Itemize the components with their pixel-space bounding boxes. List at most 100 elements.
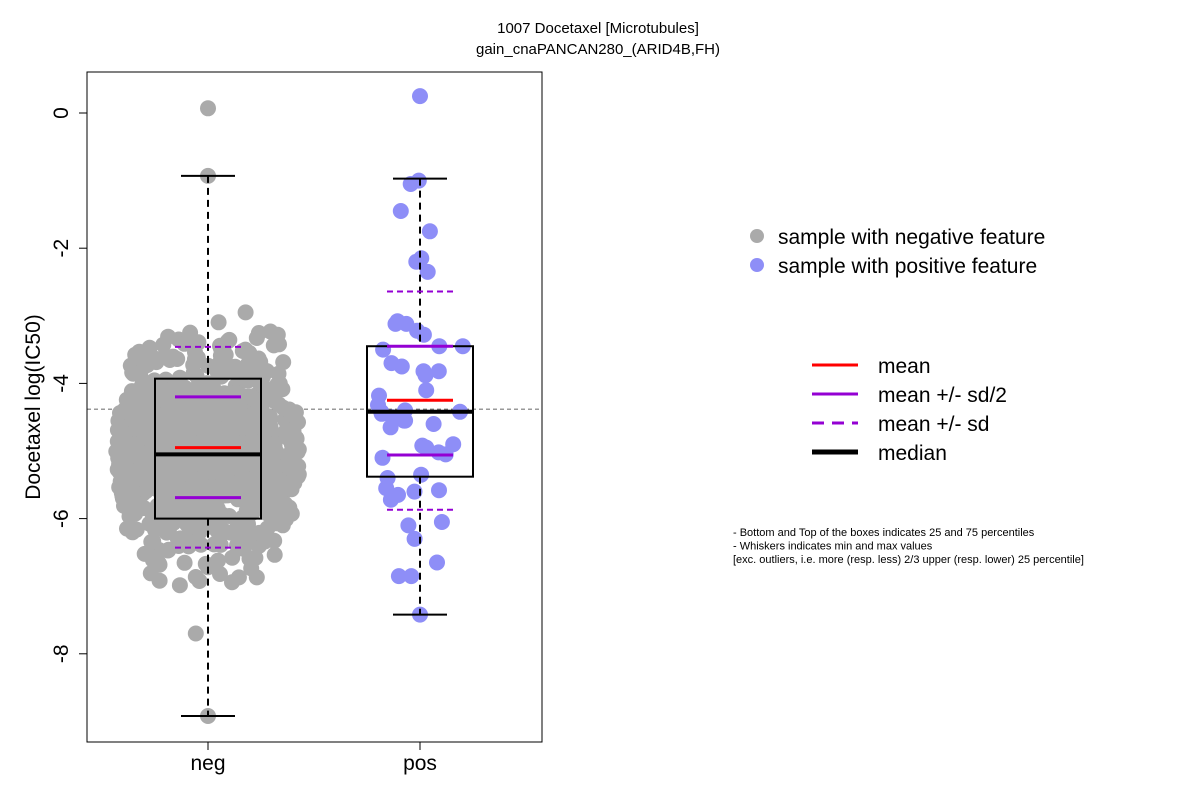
neg-point (171, 577, 188, 594)
neg-point (210, 426, 227, 443)
pos-point (406, 483, 423, 500)
pos-point (418, 439, 435, 456)
neg-point (237, 341, 254, 358)
y-axis-label: Docetaxel log(IC50) (22, 314, 45, 500)
neg-point (283, 505, 300, 522)
neg-point (262, 408, 278, 425)
neg-point (142, 406, 159, 423)
legend-line-label: mean +/- sd/2 (878, 384, 1007, 407)
neg-point (187, 437, 204, 454)
neg-point (169, 351, 186, 367)
neg-point (256, 469, 273, 486)
neg-point (212, 566, 228, 582)
note-line: - Bottom and Top of the boxes indicates … (733, 527, 1035, 539)
neg-point (127, 399, 144, 416)
neg-point (224, 549, 241, 566)
pos-point (419, 263, 436, 280)
neg-point (187, 625, 204, 642)
pos-point (397, 412, 414, 429)
neg-point (117, 462, 134, 479)
neg-point (142, 565, 159, 582)
neg-point (128, 521, 145, 538)
neg-point (268, 444, 285, 461)
neg-point (176, 554, 193, 571)
legend-point-label: sample with positive feature (778, 255, 1037, 278)
neg-point (126, 386, 143, 403)
neg-point (275, 354, 292, 371)
pos-point (387, 315, 404, 332)
neg-point (222, 524, 239, 541)
y-tick-label: -4 (50, 374, 73, 393)
neg-point (228, 409, 245, 426)
note-line: [exc. outliers, i.e. more (resp. less) 2… (733, 554, 1084, 566)
y-tick-label: -2 (50, 239, 73, 258)
neg-point (190, 501, 207, 518)
neg-point (250, 325, 267, 341)
neg-point (192, 536, 209, 553)
neg-point (246, 391, 263, 408)
neg-point (210, 488, 227, 504)
pos-point (425, 416, 442, 432)
neg-point (177, 532, 194, 549)
y-tick-label: 0 (50, 107, 73, 119)
neg-point (136, 500, 153, 517)
pos-point (382, 491, 399, 508)
legend-line-label: mean +/- sd (878, 413, 989, 436)
neg-point (116, 430, 133, 447)
neg-point (148, 354, 165, 371)
neg-point (187, 455, 204, 472)
legend-point-marker (750, 229, 764, 243)
neg-point (286, 474, 303, 491)
neg-point (237, 304, 254, 321)
pos-point (431, 482, 447, 499)
chart-subtitle: gain_cnaPANCAN280_(ARID4B,FH) (476, 41, 720, 58)
neg-point (143, 533, 160, 550)
legend-line-label: median (878, 442, 947, 465)
x-tick-label: pos (403, 752, 437, 775)
neg-point (203, 414, 220, 431)
pos-point (430, 363, 447, 380)
neg-point (114, 490, 131, 507)
neg-point (263, 492, 280, 508)
pos-point (390, 568, 407, 585)
x-tick-label: neg (190, 752, 225, 775)
neg-point (131, 343, 148, 360)
neg-point (284, 421, 301, 438)
neg-point (269, 376, 286, 393)
neg-point (265, 337, 282, 354)
neg-point (212, 340, 229, 357)
neg-point (112, 405, 128, 421)
neg-point (221, 508, 238, 524)
neg-point (160, 328, 177, 345)
pos-point (406, 530, 423, 547)
neg-point (132, 365, 149, 382)
pos-point (374, 449, 391, 466)
neg-point (266, 546, 283, 563)
neg-point (143, 475, 160, 492)
pos-point (433, 514, 450, 530)
y-tick-label: -6 (50, 509, 73, 528)
neg-box (154, 377, 262, 520)
neg-point (140, 424, 157, 441)
neg-point (161, 472, 178, 488)
plot-frame (86, 71, 543, 743)
neg-point (235, 531, 252, 548)
neg-point (154, 488, 171, 505)
neg-point (254, 368, 271, 385)
neg-point (246, 484, 263, 501)
pos-boxplot (366, 177, 474, 616)
neg-point (200, 357, 217, 374)
pos-point (417, 367, 434, 384)
y-tick-label: -8 (50, 644, 73, 663)
pos-point (413, 466, 430, 483)
pos-point (400, 517, 417, 534)
pos-point (410, 172, 427, 189)
axes: 0 -2 -4 -6 -8 neg pos (50, 107, 437, 775)
pos-point (429, 554, 445, 571)
note-line: - Whiskers indicates min and max values (733, 541, 933, 553)
pos-point (421, 223, 438, 240)
neg-point (251, 524, 268, 541)
neg-point (187, 569, 204, 585)
neg-boxplot (154, 174, 262, 717)
neg-point (243, 560, 260, 577)
